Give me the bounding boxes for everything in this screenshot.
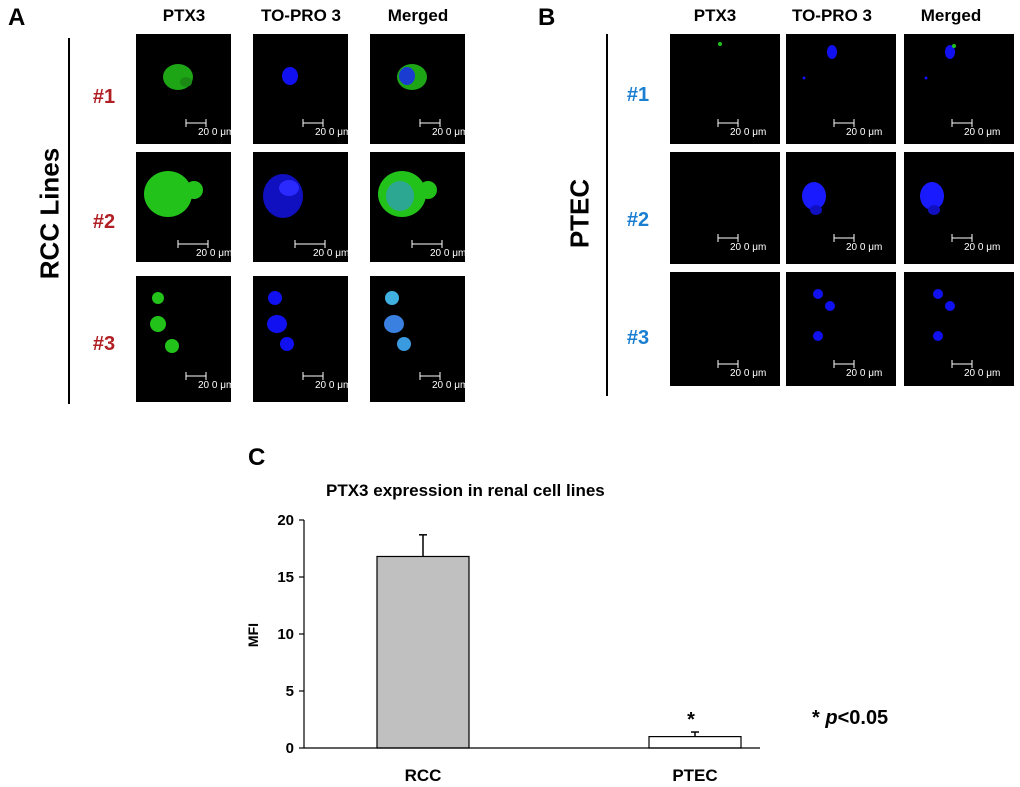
significance-note-star: *	[812, 707, 820, 729]
scale-bar-label: 20 0 μm	[964, 127, 1000, 138]
panel-letter-b: B	[538, 4, 556, 31]
y-tick-label: 15	[277, 569, 294, 586]
panel-letter-a: A	[8, 4, 26, 31]
panel-a-col-topro3: TO-PRO 3	[261, 6, 341, 25]
scale-bar-label: 20 0 μm	[315, 127, 348, 138]
panel-b-col-ptx3: PTX3	[693, 6, 737, 25]
scale-bar-label: 20 0 μm	[846, 127, 882, 138]
rcc-lines-title: RCC Lines	[34, 147, 65, 280]
scale-bar-label: 20 0 μm	[432, 127, 465, 138]
scale-bar-label: 20 0 μm	[196, 248, 231, 259]
scale-bar-label: 20 0 μm	[313, 248, 348, 259]
micrograph-rcc1-ptx3: 20 0 μm	[136, 34, 231, 144]
y-tick-label: 20	[277, 512, 294, 529]
x-tick-label-ptec: PTEC	[672, 766, 717, 785]
significance-star: *	[687, 709, 695, 731]
micrograph-ptec2-merged: 20 0 μm	[904, 152, 1014, 264]
micrograph-ptec3-topro3: 20 0 μm	[786, 272, 896, 386]
panel-b-divider	[606, 34, 608, 396]
micrograph-rcc2-merged: 20 0 μm	[370, 152, 465, 262]
micrograph-rcc3-merged: 20 0 μm	[370, 276, 465, 402]
panel-b-col-topro3: TO-PRO 3	[792, 6, 872, 25]
micrograph-ptec2-ptx3: 20 0 μm	[670, 152, 780, 264]
bar-rcc	[376, 555, 470, 749]
panel-a-col-merged: Merged	[387, 6, 449, 25]
significance-note-p: p	[825, 707, 838, 729]
ptec-title: PTEC	[564, 178, 595, 249]
micrograph-ptec3-ptx3: 20 0 μm	[670, 272, 780, 386]
micrograph-ptec3-merged: 20 0 μm	[904, 272, 1014, 386]
x-tick-label-rcc: RCC	[405, 766, 442, 785]
micrograph-ptec1-topro3: 20 0 μm	[786, 34, 896, 144]
scale-bar-label: 20 0 μm	[964, 242, 1000, 253]
panel-a-col-ptx3: PTX3	[162, 6, 206, 25]
micrograph-ptec1-ptx3: 20 0 μm	[670, 34, 780, 144]
panel-letter-c: C	[248, 444, 266, 471]
panel-a-row-2: #2	[92, 211, 116, 233]
significance-note-threshold: <0.05	[837, 707, 889, 729]
panel-a-row-3: #3	[92, 333, 116, 355]
micrograph-rcc2-topro3: 20 0 μm	[253, 152, 348, 262]
micrograph-rcc1-merged: 20 0 μm	[370, 34, 465, 144]
scale-bar-label: 20 0 μm	[430, 248, 465, 259]
scale-bar-label: 20 0 μm	[964, 368, 1000, 379]
micrograph-ptec2-topro3: 20 0 μm	[786, 152, 896, 264]
scale-bar-label: 20 0 μm	[730, 242, 766, 253]
scale-bar-label: 20 0 μm	[198, 127, 231, 138]
y-axis-label: MFI	[245, 623, 261, 647]
panel-b-row-3: #3	[626, 327, 650, 349]
micrograph-rcc3-ptx3: 20 0 μm	[136, 276, 231, 402]
y-tick-label: 10	[277, 626, 294, 643]
panel-b-row-1: #1	[626, 84, 650, 106]
panel-b-row-2: #2	[626, 209, 650, 231]
y-tick-label: 5	[286, 683, 294, 700]
chart-title: PTX3 expression in renal cell lines	[326, 481, 605, 500]
scale-bar-label: 20 0 μm	[730, 368, 766, 379]
micrograph-rcc2-ptx3: 20 0 μm	[136, 152, 231, 262]
panel-b-col-merged: Merged	[920, 6, 982, 25]
micrograph-ptec1-merged: 20 0 μm	[904, 34, 1014, 144]
scale-bar-label: 20 0 μm	[315, 380, 348, 391]
panel-a-row-1: #1	[92, 86, 116, 108]
scale-bar-label: 20 0 μm	[730, 127, 766, 138]
micrograph-rcc1-topro3: 20 0 μm	[253, 34, 348, 144]
scale-bar-label: 20 0 μm	[432, 380, 465, 391]
scale-bar-label: 20 0 μm	[198, 380, 231, 391]
bar-ptec	[648, 736, 742, 749]
micrograph-rcc3-topro3: 20 0 μm	[253, 276, 348, 402]
panel-a-divider	[68, 38, 70, 404]
scale-bar-label: 20 0 μm	[846, 242, 882, 253]
scale-bar-label: 20 0 μm	[846, 368, 882, 379]
significance-note: * p<0.05	[812, 707, 888, 730]
y-tick-label: 0	[286, 740, 294, 757]
mfi-bar-chart: 0 5 10 15 20 * RCC PTEC MFI	[245, 512, 760, 785]
